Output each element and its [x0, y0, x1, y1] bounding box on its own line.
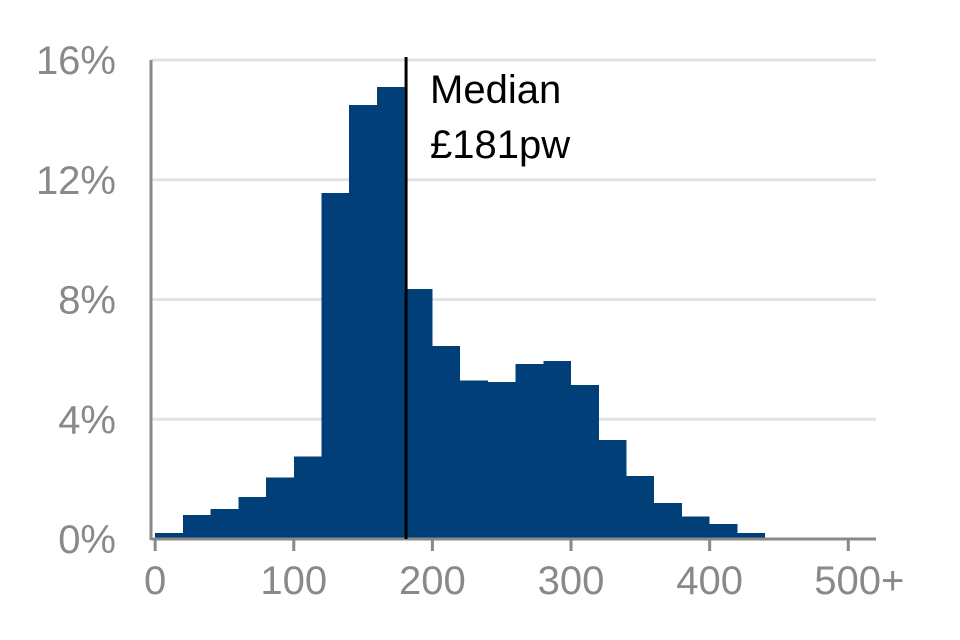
bar-80 — [266, 477, 294, 539]
axes — [149, 60, 876, 551]
bar-380 — [681, 516, 710, 539]
bar-360 — [654, 503, 682, 539]
bar-120 — [321, 193, 350, 540]
y-tick-label-4: 16% — [36, 39, 116, 83]
bar-320 — [598, 440, 627, 539]
x-tick-label-4: 400 — [676, 559, 743, 603]
bar-240 — [487, 381, 516, 539]
median-annotation: Median £181pw — [404, 57, 570, 539]
x-tick-labels: 0 100 200 300 400 500+ — [144, 559, 904, 603]
bar-20 — [182, 515, 211, 539]
bar-160 — [376, 86, 405, 539]
bar-100 — [293, 456, 322, 539]
bar-340 — [626, 476, 655, 539]
gridlines — [151, 58, 876, 421]
bar-60 — [238, 497, 267, 539]
y-tick-label-2: 8% — [58, 279, 116, 323]
x-tick-label-2: 200 — [399, 559, 466, 603]
bar-300 — [571, 384, 599, 539]
bar-400 — [709, 524, 738, 539]
bar-220 — [460, 380, 488, 539]
y-tick-labels: 0% 4% 8% 12% 16% — [36, 39, 116, 562]
bar-180 — [404, 289, 433, 539]
bar-420 — [737, 533, 766, 539]
bars — [155, 86, 876, 540]
bar-200 — [432, 345, 461, 539]
median-value-label: £181pw — [430, 123, 570, 167]
x-tick-label-3: 300 — [538, 559, 605, 603]
bar-40 — [210, 509, 239, 539]
y-tick-label-0: 0% — [58, 518, 116, 562]
x-tick-label-5: 500+ — [814, 559, 904, 603]
y-tick-label-3: 12% — [36, 159, 116, 203]
bar-140 — [349, 104, 377, 539]
x-tick-label-1: 100 — [260, 559, 327, 603]
y-tick-label-1: 4% — [58, 398, 116, 442]
x-tick-label-0: 0 — [144, 559, 166, 603]
median-label: Median — [430, 68, 561, 112]
bar-280 — [543, 360, 572, 539]
bar-260 — [515, 363, 544, 539]
bar-0 — [155, 533, 183, 539]
